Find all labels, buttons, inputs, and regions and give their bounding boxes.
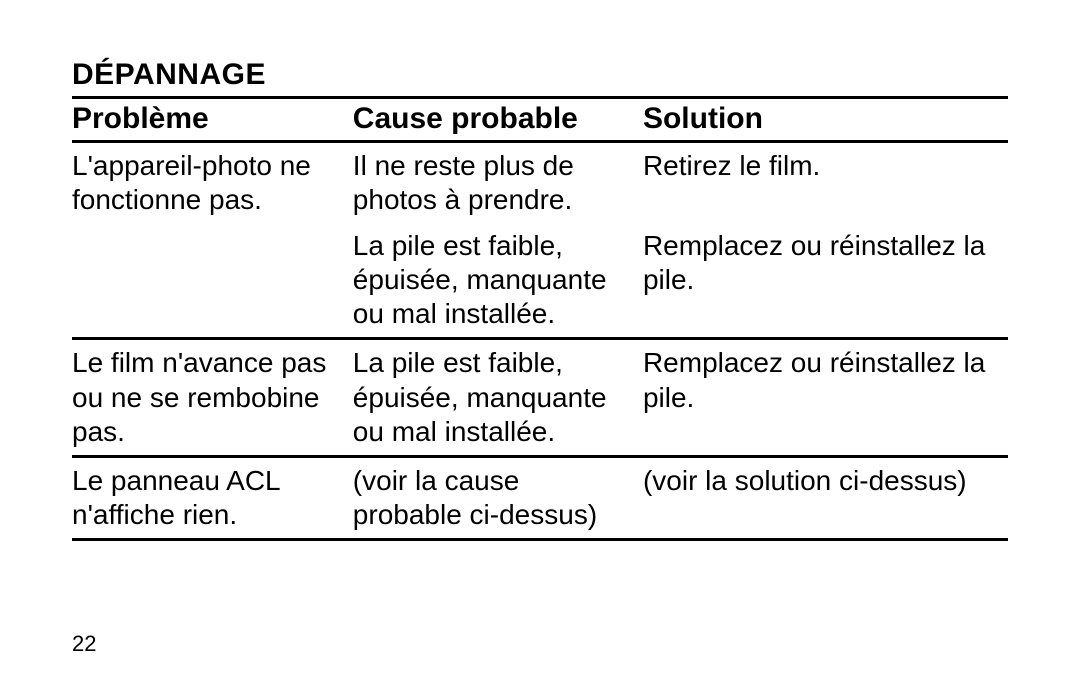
cell-problem: Le panneau ACL n'affiche rien. bbox=[72, 456, 353, 539]
cell-cause: Il ne reste plus de photos à prendre. bbox=[353, 141, 643, 223]
table-row: L'appareil-photo ne fonctionne pas. Il n… bbox=[72, 141, 1008, 223]
page-number: 22 bbox=[72, 631, 1008, 657]
cell-solution: Remplacez ou réinstallez la pile. bbox=[643, 339, 1008, 456]
cell-problem bbox=[72, 223, 353, 339]
cell-solution: Remplacez ou réinstallez la pile. bbox=[643, 223, 1008, 339]
cell-problem: Le film n'avance pas ou ne se rembobine … bbox=[72, 339, 353, 456]
cell-solution: (voir la solution ci-dessus) bbox=[643, 456, 1008, 539]
cell-solution: Retirez le film. bbox=[643, 141, 1008, 223]
table-row: Le film n'avance pas ou ne se rembobine … bbox=[72, 339, 1008, 456]
table-row: La pile est faible, épuisée, manquante o… bbox=[72, 223, 1008, 339]
cell-cause: La pile est faible, épuisée, manquante o… bbox=[353, 339, 643, 456]
section-title: DÉPANNAGE bbox=[72, 58, 1008, 92]
cell-problem: L'appareil-photo ne fonctionne pas. bbox=[72, 141, 353, 223]
table-row: Le panneau ACL n'affiche rien. (voir la … bbox=[72, 456, 1008, 539]
header-cause: Cause probable bbox=[353, 98, 643, 142]
troubleshooting-table: Problème Cause probable Solution L'appar… bbox=[72, 96, 1008, 541]
table-header-row: Problème Cause probable Solution bbox=[72, 98, 1008, 142]
cell-cause: (voir la cause probable ci-dessus) bbox=[353, 456, 643, 539]
header-problem: Problème bbox=[72, 98, 353, 142]
header-solution: Solution bbox=[643, 98, 1008, 142]
cell-cause: La pile est faible, épuisée, manquante o… bbox=[353, 223, 643, 339]
document-page: DÉPANNAGE Problème Cause probable Soluti… bbox=[0, 0, 1080, 657]
